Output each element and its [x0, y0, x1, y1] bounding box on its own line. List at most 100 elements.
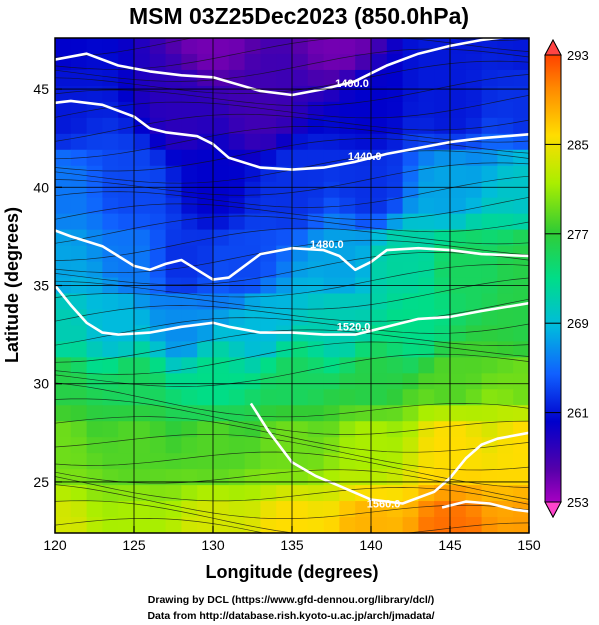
heatmap-cell: [149, 181, 167, 199]
heatmap-cell: [307, 53, 325, 71]
heatmap-cell: [355, 85, 372, 103]
heatmap-cell: [513, 469, 529, 486]
heatmap-cell: [102, 293, 119, 311]
y-tick-label: 25: [33, 474, 49, 490]
heatmap-cell: [513, 53, 529, 71]
heatmap-cell: [450, 453, 467, 470]
heatmap-cell: [497, 149, 514, 167]
heatmap-cell: [371, 485, 388, 502]
heatmap-cell: [260, 261, 277, 279]
heatmap-cell: [228, 181, 246, 199]
heatmap-cell: [165, 85, 182, 103]
height-contour: [55, 284, 529, 336]
heatmap-cell: [292, 38, 309, 55]
heatmap-cell: [181, 38, 198, 55]
heatmap-cell: [371, 117, 388, 135]
heatmap-cell: [339, 133, 356, 151]
heatmap-cell: [465, 85, 483, 103]
heatmap-cell: [418, 437, 435, 454]
heatmap-cell: [481, 149, 498, 167]
colorbar-tick-label: 293: [567, 48, 589, 63]
heatmap-cell: [118, 437, 135, 454]
heatmap-cell: [386, 101, 404, 119]
contour-label: 1520.0: [337, 322, 371, 334]
heatmap-cell: [371, 389, 388, 406]
heatmap-cell: [402, 405, 419, 422]
heatmap-cell: [307, 229, 325, 247]
heatmap-cell: [497, 357, 514, 374]
heatmap-cell: [450, 517, 467, 533]
heatmap-cell: [434, 517, 451, 533]
heatmap-cell: [450, 213, 467, 231]
heatmap-cell: [134, 181, 151, 199]
heatmap-cell: [55, 245, 72, 263]
heatmap-cell: [371, 85, 388, 103]
heatmap-cell: [513, 453, 529, 470]
heatmap-cell: [513, 261, 529, 279]
heatmap-cell: [244, 69, 261, 87]
heatmap-cell: [213, 341, 230, 358]
heatmap-cell: [307, 38, 325, 55]
heatmap-cell: [102, 389, 119, 406]
heatmap-cell: [434, 117, 451, 135]
heatmap-cell: [260, 389, 277, 406]
heatmap-cell: [434, 149, 451, 167]
heatmap-cell: [434, 53, 451, 71]
heatmap-cell: [134, 421, 151, 438]
heatmap-cell: [134, 229, 151, 247]
heatmap-cell: [481, 69, 498, 87]
heatmap-cell: [197, 485, 214, 502]
heatmap-cell: [371, 517, 388, 533]
heatmap-cell: [418, 453, 435, 470]
heatmap-cell: [513, 437, 529, 454]
heatmap-cell: [402, 437, 419, 454]
heatmap-cell: [323, 485, 340, 502]
heatmap-cell: [181, 373, 198, 390]
heatmap-cell: [55, 213, 72, 231]
heatmap-cell: [418, 357, 435, 374]
heatmap-cell: [134, 501, 151, 518]
heatmap-cell: [450, 85, 467, 103]
heatmap-cell: [434, 85, 451, 103]
heatmap-cell: [292, 437, 309, 454]
heatmap-cell: [102, 453, 119, 470]
heatmap-cell: [70, 405, 88, 422]
heatmap-cell: [118, 309, 135, 327]
heatmap-cell: [55, 293, 72, 311]
heatmap-cell: [134, 437, 151, 454]
heatmap-cell: [513, 309, 529, 327]
heatmap-cell: [134, 517, 151, 533]
heatmap-cell: [118, 453, 135, 470]
heatmap-cell: [134, 373, 151, 390]
heatmap-cell: [102, 149, 119, 167]
heatmap-cell: [339, 405, 356, 422]
heatmap-cell: [165, 357, 182, 374]
y-tick-label: 45: [33, 81, 49, 97]
contour-label: 1480.0: [310, 239, 344, 251]
heatmap-cell: [339, 373, 356, 390]
heatmap-cell: [450, 389, 467, 406]
heatmap-cell: [418, 341, 435, 358]
heatmap-cell: [355, 389, 372, 406]
heatmap-cell: [481, 357, 498, 374]
heatmap-cell: [276, 421, 293, 438]
heatmap-cell: [481, 38, 498, 55]
heatmap-cell: [213, 69, 230, 87]
heatmap-cell: [149, 437, 167, 454]
heatmap-cell: [149, 165, 167, 183]
heatmap-cell: [149, 229, 167, 247]
heatmap-cell: [244, 469, 261, 486]
heatmap-cell: [197, 245, 214, 263]
heatmap-cell: [197, 325, 214, 342]
heatmap-cell: [228, 517, 246, 533]
heatmap-cell: [434, 229, 451, 247]
heatmap-cell: [450, 357, 467, 374]
colorbar-bottom-triangle: [544, 501, 562, 519]
heatmap-cell: [371, 69, 388, 87]
heatmap-cell: [70, 373, 88, 390]
heatmap-cell: [118, 485, 135, 502]
heatmap-cell: [307, 389, 325, 406]
heatmap-cell: [481, 261, 498, 279]
heatmap-cell: [86, 181, 103, 199]
heatmap-cell: [386, 517, 404, 533]
